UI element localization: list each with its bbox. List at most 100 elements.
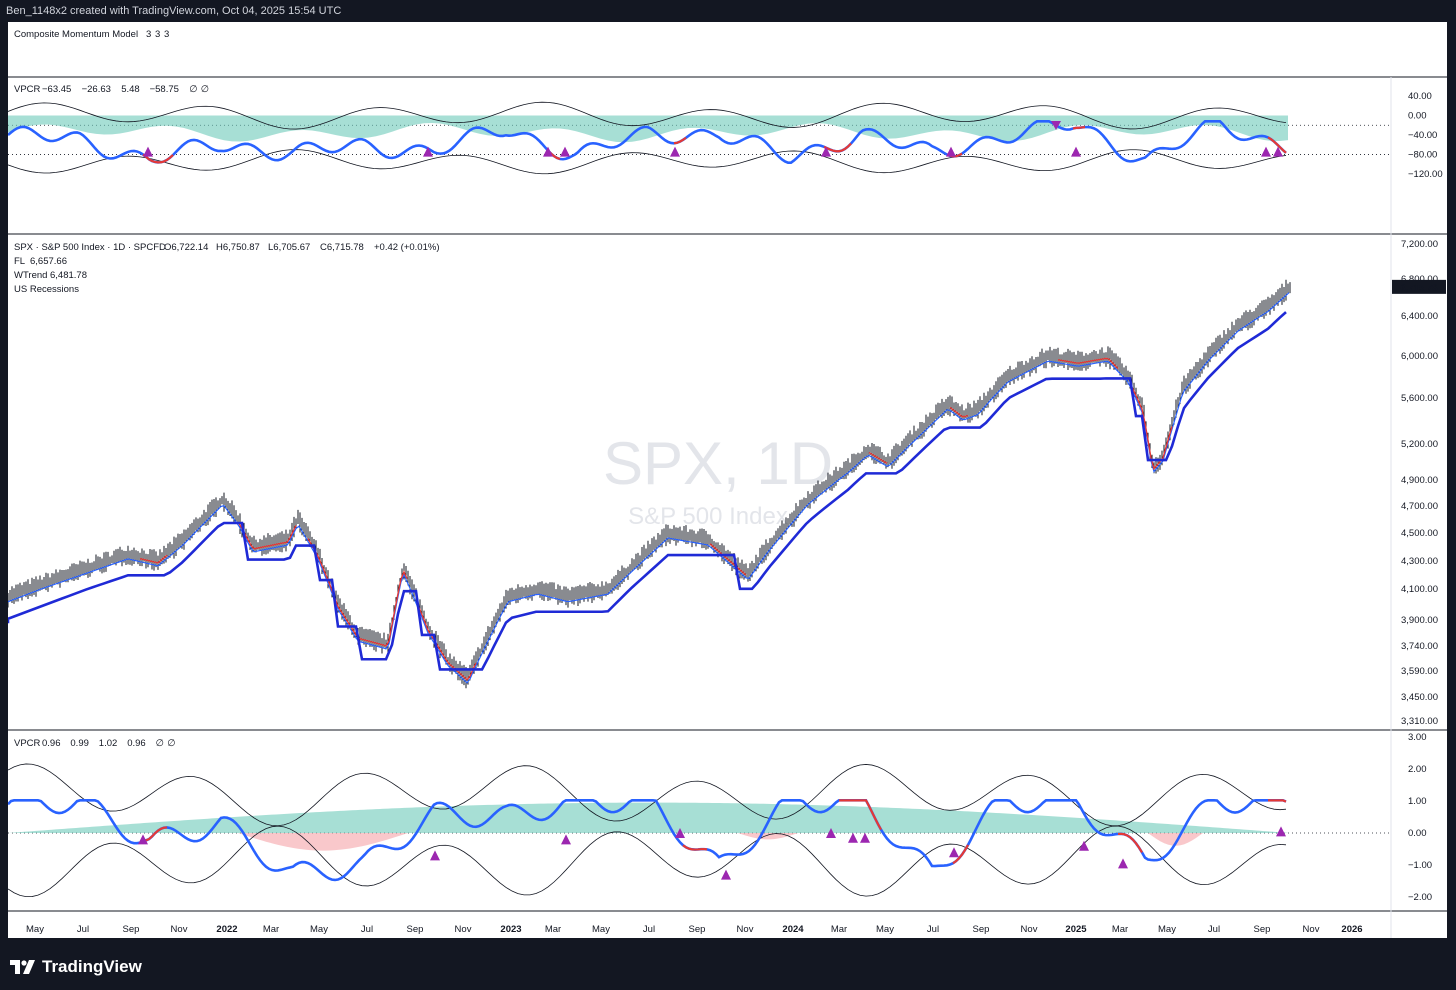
vpcr-bottom-line[interactable] xyxy=(8,799,1287,882)
signal-up-triangle xyxy=(826,828,836,838)
tradingview-logo[interactable]: TradingView xyxy=(10,957,142,977)
fl-line-down xyxy=(868,451,888,464)
vpcr-top-upper-band[interactable] xyxy=(8,101,1287,130)
vpcr-bottom-lower-band[interactable] xyxy=(8,825,1287,898)
price-axis-label: 3,900.00 xyxy=(1401,615,1438,626)
price-axis-label: 6,800.00 xyxy=(1401,274,1438,285)
price-axis-label: 6,000.00 xyxy=(1401,351,1438,362)
time-axis-label: Nov xyxy=(737,924,754,935)
signal-up-triangle xyxy=(1118,858,1128,869)
vpcr-top-line-down xyxy=(142,153,174,164)
time-axis-label: Jul xyxy=(643,924,655,935)
vpcr-top-line-down xyxy=(673,136,687,145)
signal-up-triangle xyxy=(1071,146,1081,157)
signal-up-triangle xyxy=(721,869,731,880)
wtrend-line[interactable] xyxy=(8,311,1287,671)
tradingview-logo-icon xyxy=(10,960,35,974)
vpcr-bottom-line-down xyxy=(1117,832,1143,853)
vpcr-bottom-pane: 3.00 2.00 1.00 0.00 −1.00 −2.00 xyxy=(8,732,1432,903)
time-axis-label: Sep xyxy=(973,924,990,935)
time-axis-label: 2023 xyxy=(500,924,521,935)
price-axis-label: 3,740.00 xyxy=(1401,641,1438,652)
vpcr-bottom-value: ∅ xyxy=(156,738,164,749)
price-axis-label: 4,300.00 xyxy=(1401,556,1438,567)
time-axis-label: Nov xyxy=(1303,924,1320,935)
time-axis: May Jul Sep Nov 2022 Mar May Jul Sep Nov 2023 Mar Ma… xyxy=(26,924,1363,935)
ohlc-value: L6,705.67 xyxy=(268,242,310,253)
fl-line-down xyxy=(1057,357,1119,369)
fl-line-down xyxy=(418,607,477,681)
vpcr-top-line-down xyxy=(823,142,852,153)
time-axis-label: Jul xyxy=(77,924,89,935)
last-price-tag xyxy=(1392,279,1446,294)
time-axis-label: Nov xyxy=(171,924,188,935)
composite-title: Composite Momentum Model xyxy=(14,29,138,40)
signal-up-triangle xyxy=(675,828,685,838)
tradingview-logo-text: TradingView xyxy=(42,957,142,976)
fl-line[interactable] xyxy=(8,292,1290,684)
price-axis-label: 5,600.00 xyxy=(1401,393,1438,404)
price-axis-label: 4,100.00 xyxy=(1401,584,1438,595)
vpcr-bottom-value: 0.96 xyxy=(42,738,61,749)
fl-line-down xyxy=(949,406,969,418)
composite-legend: Composite Momentum Model 3 3 3 xyxy=(14,29,169,40)
vpcr-bottom-line-down xyxy=(1268,799,1287,803)
time-axis-label: Jul xyxy=(361,924,373,935)
vpcr-top-value: −63.45 xyxy=(42,84,71,95)
vpcr-top-value: −26.63 xyxy=(82,84,111,95)
vpcr-bottom-line-down xyxy=(952,844,969,865)
time-axis-label: Sep xyxy=(689,924,706,935)
vpcr-bottom-axis-label: 2.00 xyxy=(1408,764,1427,775)
time-axis-label: May xyxy=(1158,924,1176,935)
vpcr-bottom-value: 1.02 xyxy=(99,738,118,749)
signal-up-triangle xyxy=(543,146,553,157)
fl-line-down xyxy=(139,554,168,564)
last-price-tag-text: 6,715.78 xyxy=(1401,283,1438,294)
time-axis-label: May xyxy=(876,924,894,935)
vpcr-top-lower-band[interactable] xyxy=(8,149,1287,175)
signal-up-triangle xyxy=(1276,826,1286,837)
wtrend-legend-value: 6,481.78 xyxy=(50,270,87,281)
vpcr-bottom-title: VPCR xyxy=(14,738,41,749)
vpcr-top-value: ∅ xyxy=(189,84,197,95)
vpcr-bottom-axis-label: 1.00 xyxy=(1408,796,1427,807)
price-axis-label: 5,200.00 xyxy=(1401,439,1438,450)
price-axis-label: 3,450.00 xyxy=(1401,692,1438,703)
watermark-description: S&P 500 Index xyxy=(628,503,788,530)
ohlc-value: H6,750.87 xyxy=(216,242,260,253)
vpcr-bottom-fill xyxy=(8,802,1290,833)
vpcr-bottom-line-down xyxy=(682,844,708,851)
vpcr-top-axis-label: 0.00 xyxy=(1408,111,1427,122)
ohlc-value: O6,722.14 xyxy=(164,242,208,253)
vpcr-bottom-axis-label: 0.00 xyxy=(1408,828,1427,839)
signal-up-triangle xyxy=(860,832,870,843)
time-axis-label: May xyxy=(310,924,328,935)
price-change: +0.42 (+0.01%) xyxy=(374,242,440,253)
vpcr-top-legend: VPCR −63.45 −26.63 5.48 −58.75 ∅ ∅ xyxy=(14,84,209,95)
time-axis-label: Jul xyxy=(927,924,939,935)
time-axis-label: Mar xyxy=(545,924,561,935)
fl-legend-label: FL xyxy=(14,256,25,267)
signal-up-triangle xyxy=(670,146,680,157)
fl-legend-value: 6,657.66 xyxy=(30,256,67,267)
vpcr-bottom-value: 0.99 xyxy=(70,738,89,749)
watermark-symbol: SPX, 1D xyxy=(603,430,833,497)
time-axis-label: Nov xyxy=(1021,924,1038,935)
signal-up-triangle xyxy=(848,832,858,843)
time-axis-label: May xyxy=(26,924,44,935)
vpcr-top-axis-label: −120.00 xyxy=(1408,169,1443,180)
signal-up-triangle xyxy=(430,850,440,861)
wtrend-legend-label: WTrend xyxy=(14,270,47,281)
signal-up-triangle xyxy=(1079,840,1089,851)
chart-svg[interactable]: Composite Momentum Model 3 3 340.000.00−40.… xyxy=(8,22,1447,938)
snapshot-caption-bar: Ben_1148x2 created with TradingView.com,… xyxy=(0,0,1456,22)
symbol-header: SPX · S&P 500 Index · 1D · SPCFD xyxy=(14,242,166,253)
signal-up-triangle xyxy=(1261,146,1271,157)
vpcr-top-fill xyxy=(8,115,1288,143)
fl-line-down xyxy=(709,543,747,576)
time-axis-label: Sep xyxy=(407,924,424,935)
vpcr-bottom-legend: VPCR 0.96 0.99 1.02 0.96 ∅ ∅ xyxy=(14,738,175,749)
fl-line-down xyxy=(1129,382,1173,471)
vpcr-bottom-axis-label: −1.00 xyxy=(1408,860,1432,871)
vpcr-bottom-upper-band[interactable] xyxy=(8,763,1287,827)
